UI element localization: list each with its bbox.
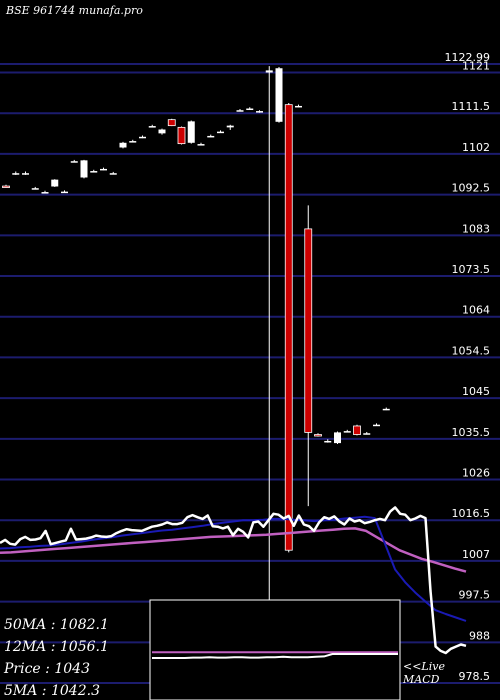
- grid-lines: [0, 63, 500, 685]
- candle-down: [314, 434, 322, 437]
- stat-label: 12MA: [4, 639, 47, 655]
- candle-up: [61, 191, 68, 194]
- stat-price: Price : 1043: [4, 661, 90, 677]
- y-tick-label: 988: [469, 629, 490, 642]
- y-tick-label: 1064: [462, 304, 490, 317]
- y-tick-label: 1122.99: [445, 51, 491, 64]
- y-tick-label: 1102: [462, 141, 490, 154]
- candle-up: [343, 431, 351, 433]
- candle-up: [197, 144, 205, 146]
- stat-value: 1043: [54, 661, 90, 677]
- chart-title: BSE 961744 munafa.pro: [6, 4, 143, 17]
- y-tick-label: 1035.5: [452, 426, 491, 439]
- stat-label: 50MA: [4, 617, 47, 633]
- y-tick-label: 1092.5: [452, 182, 491, 195]
- candle-up: [275, 68, 283, 122]
- candle-down: [304, 228, 313, 433]
- candle-down: [284, 104, 293, 551]
- ma-fast-line: [0, 506, 467, 655]
- stat-50ma: 50MA : 1082.1: [4, 617, 109, 633]
- stats-box: 50MA : 1082.1 12MA : 1056.1 Price : 1043…: [4, 614, 154, 700]
- y-tick-label: 1083: [462, 222, 490, 235]
- candle-up: [41, 192, 49, 194]
- macd-panel: [149, 599, 401, 700]
- candle-up: [158, 129, 166, 134]
- candle-down: [2, 185, 10, 188]
- candle-up: [187, 121, 195, 143]
- y-tick-label: 1054.5: [452, 344, 491, 357]
- stat-value: 1042.3: [50, 683, 100, 699]
- candle-up: [70, 161, 78, 163]
- y-tick-label: 1007: [462, 548, 490, 561]
- y-tick-label: 997.5: [459, 589, 491, 602]
- stat-value: 1056.1: [59, 639, 109, 655]
- stat-value: 1082.1: [59, 617, 109, 633]
- candle-up: [119, 142, 127, 148]
- candle-up: [363, 433, 371, 435]
- macd-box: [149, 599, 401, 700]
- candle-down: [167, 119, 176, 127]
- candle-up: [22, 173, 29, 175]
- candle-up: [90, 171, 98, 173]
- candle-up: [256, 111, 263, 113]
- y-tick-label: 1026: [462, 467, 490, 480]
- candle-up: [236, 110, 244, 112]
- candle-up: [148, 126, 156, 128]
- candle-up: [334, 432, 341, 444]
- macd-label: <<Live MACD: [403, 660, 445, 686]
- candle-up: [373, 424, 380, 427]
- y-tick-label: 978.5: [459, 670, 491, 683]
- candle-up: [246, 108, 254, 111]
- candle-up: [295, 105, 302, 108]
- candle-up: [51, 179, 59, 187]
- stat-label: Price: [4, 661, 46, 677]
- stat-12ma: 12MA : 1056.1: [4, 639, 109, 655]
- candles: [2, 66, 390, 684]
- macd-label-line1: <<Live: [403, 660, 445, 673]
- candle-up: [226, 125, 234, 128]
- stat-label: 5MA: [4, 683, 38, 699]
- y-tick-label: 1121: [462, 60, 490, 73]
- candle-up: [265, 70, 273, 73]
- macd-main-line: [152, 653, 398, 659]
- candle-up: [207, 135, 215, 138]
- candle-up: [129, 141, 137, 143]
- candle-down: [353, 425, 361, 435]
- y-tick-label: 1073.5: [452, 263, 491, 276]
- stat-5ma: 5MA : 1042.3: [4, 683, 100, 699]
- candle-up: [109, 173, 117, 175]
- macd-label-line2: MACD: [403, 673, 440, 686]
- candle-up: [31, 188, 39, 190]
- candle-down: [177, 126, 186, 145]
- y-tick-label: 1111.5: [452, 100, 491, 113]
- candle-up: [80, 160, 88, 178]
- candle-up: [382, 408, 390, 411]
- ma-mid-line: [0, 515, 467, 622]
- y-tick-label: 1016.5: [452, 507, 491, 520]
- candle-up: [100, 168, 107, 171]
- candle-up: [12, 173, 20, 175]
- y-tick-label: 1045: [462, 385, 490, 398]
- candle-up: [139, 136, 146, 139]
- candle-up: [217, 131, 224, 134]
- candle-up: [324, 440, 332, 443]
- moving-averages: [0, 506, 467, 655]
